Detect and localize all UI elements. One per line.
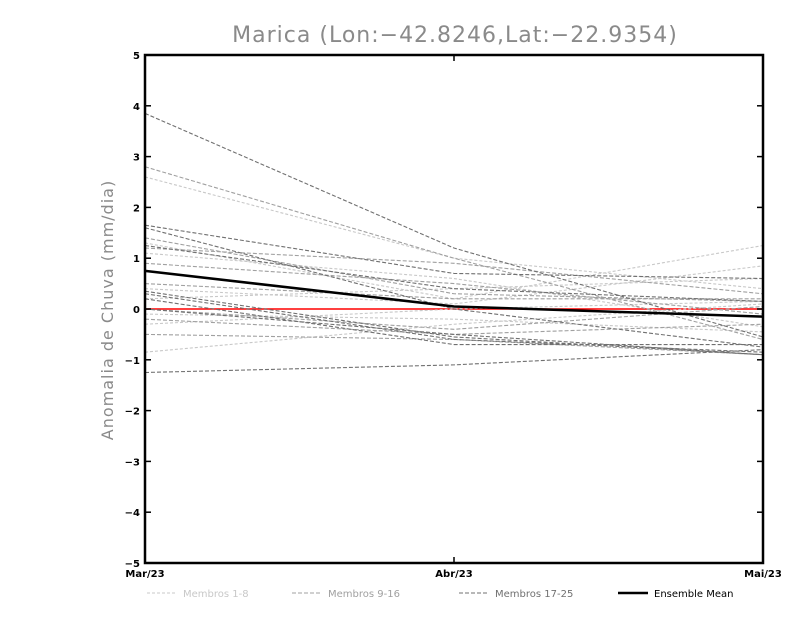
ensemble-mean-line xyxy=(144,269,764,318)
member-line-1-8 xyxy=(144,277,764,300)
member-line-2-8 xyxy=(144,283,763,300)
member-line-1-7 xyxy=(144,313,764,333)
member-line-2-5 xyxy=(144,247,764,295)
member-line-3-9 xyxy=(144,308,764,356)
member-line-3-2 xyxy=(144,224,764,280)
member-line-2-7 xyxy=(144,262,764,315)
member-line-3-8 xyxy=(144,298,763,346)
x-tick-label: Mar/23 xyxy=(125,569,164,580)
y-tick-label: −1 xyxy=(125,356,140,367)
legend-label-ensemble: Ensemble Mean xyxy=(654,589,733,600)
legend-label-3: Membros 17-25 xyxy=(495,589,573,600)
legend-label-2: Membros 9-16 xyxy=(328,589,400,600)
y-tick-label: −2 xyxy=(125,407,140,418)
y-tick-label: 3 xyxy=(133,153,140,164)
member-line-1-6 xyxy=(144,252,764,328)
member-line-3-4 xyxy=(144,290,764,356)
x-tick-label: Mai/23 xyxy=(744,569,782,580)
legend-label-1: Membros 1-8 xyxy=(183,589,249,600)
y-tick-label: 5 xyxy=(133,51,140,62)
member-line-3-1 xyxy=(144,112,764,338)
y-tick-label: 0 xyxy=(133,305,140,316)
member-line-3-6 xyxy=(144,244,764,302)
member-line-1-3 xyxy=(144,265,764,305)
y-tick-label: 4 xyxy=(133,102,140,113)
y-axis-label: Anomalia de Chuva (mm/dia) xyxy=(98,180,117,440)
y-tick-label: −4 xyxy=(125,508,140,519)
member-line-3-7 xyxy=(144,349,764,374)
legend: Membros 1-8 Membros 9-16 Membros 17-25 Ense… xyxy=(147,589,733,600)
y-tick-label: 2 xyxy=(133,203,140,214)
y-tick-label: −3 xyxy=(125,457,140,468)
x-tick-label: Abr/23 xyxy=(435,569,472,580)
series-lines xyxy=(144,112,764,374)
member-line-1-4 xyxy=(144,303,764,353)
y-tick-label: 1 xyxy=(133,254,140,265)
member-line-3-5 xyxy=(144,293,764,353)
member-line-2-6 xyxy=(144,318,764,335)
member-line-1-2 xyxy=(144,242,764,300)
y-tick-label: −5 xyxy=(125,559,140,570)
chart-title: Marica (Lon:−42.8246,Lat:−22.9354) xyxy=(232,23,678,48)
member-line-2-2 xyxy=(144,237,764,302)
member-line-3-3 xyxy=(144,227,764,348)
